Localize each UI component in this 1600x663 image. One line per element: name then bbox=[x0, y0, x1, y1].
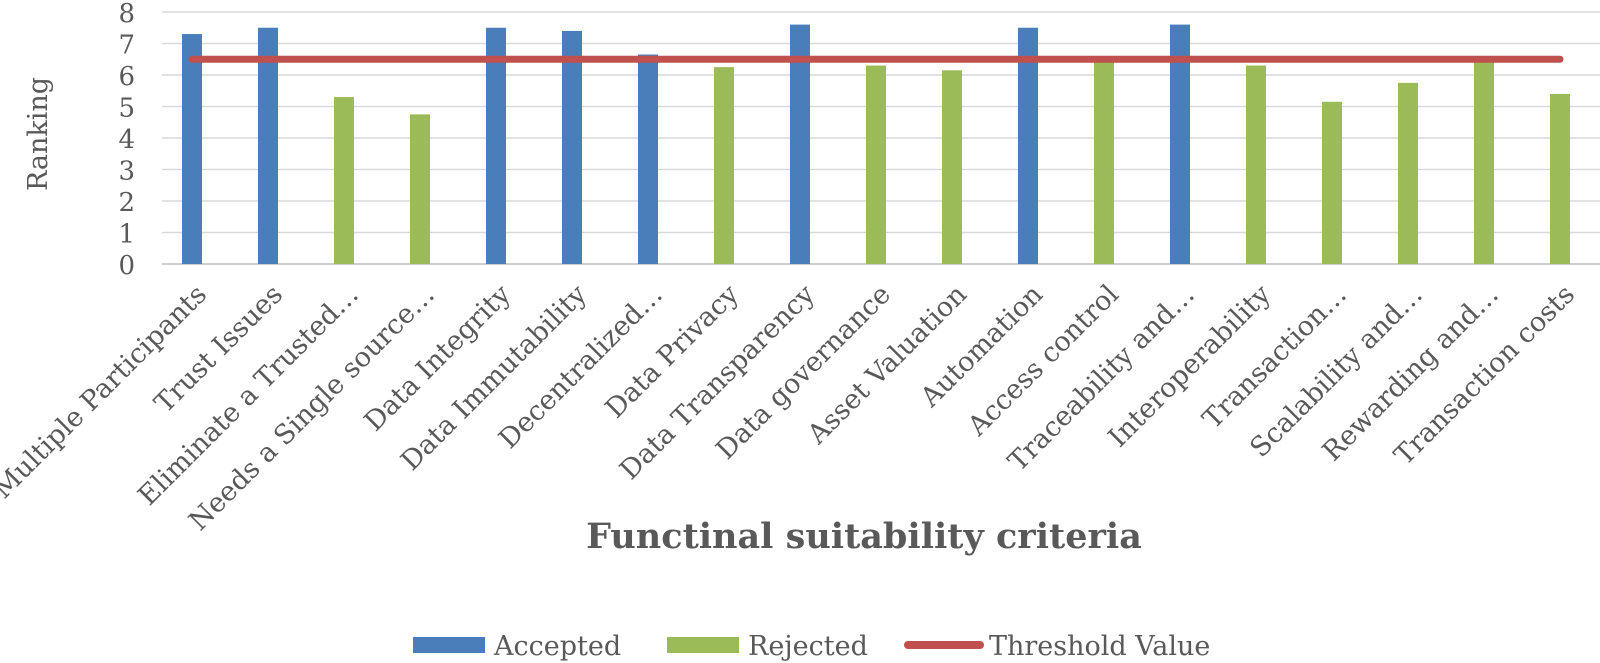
bar-accepted bbox=[1018, 27, 1038, 264]
legend-label-threshold: Threshold Value bbox=[989, 631, 1210, 662]
bar-rejected bbox=[1322, 101, 1342, 265]
y-tick-label: 6 bbox=[118, 62, 135, 92]
y-tick-label: 5 bbox=[118, 94, 135, 124]
bar-rejected bbox=[866, 65, 886, 264]
x-tick-label: Data Privacy bbox=[599, 279, 745, 425]
y-tick-label: 2 bbox=[118, 188, 135, 218]
legend-label-accepted: Accepted bbox=[493, 631, 621, 662]
bar-accepted bbox=[562, 30, 582, 265]
x-axis-title: Functinal suitability criteria bbox=[586, 516, 1142, 557]
bar-accepted bbox=[638, 54, 658, 265]
legend-label-rejected: Rejected bbox=[748, 631, 868, 662]
bar-accepted bbox=[486, 27, 506, 264]
bar-accepted bbox=[258, 27, 278, 264]
y-axis-title: Ranking bbox=[23, 77, 54, 191]
y-tick-label: 1 bbox=[118, 220, 135, 250]
legend-swatch-rejected bbox=[667, 637, 739, 653]
bar-rejected bbox=[334, 97, 354, 264]
legend: Accepted Rejected Threshold Value bbox=[413, 631, 1210, 662]
bars bbox=[182, 24, 1570, 265]
bar-rejected bbox=[410, 114, 430, 264]
bar-accepted bbox=[790, 24, 810, 264]
bar-rejected bbox=[1246, 65, 1266, 264]
y-tick-label: 0 bbox=[118, 251, 135, 281]
bar-rejected bbox=[1550, 93, 1570, 265]
bar-rejected bbox=[1398, 82, 1418, 264]
bar-rejected bbox=[714, 67, 734, 264]
bar-rejected bbox=[1474, 60, 1494, 265]
y-tick-label: 7 bbox=[118, 31, 135, 61]
y-tick-label: 3 bbox=[118, 157, 135, 187]
bar-rejected bbox=[1094, 62, 1114, 265]
y-tick-label: 4 bbox=[118, 125, 135, 155]
y-tick-label: 8 bbox=[118, 0, 135, 29]
bar-accepted bbox=[182, 34, 202, 264]
bar-accepted bbox=[1170, 24, 1190, 264]
bar-rejected bbox=[942, 70, 962, 265]
legend-swatch-accepted bbox=[413, 637, 485, 653]
